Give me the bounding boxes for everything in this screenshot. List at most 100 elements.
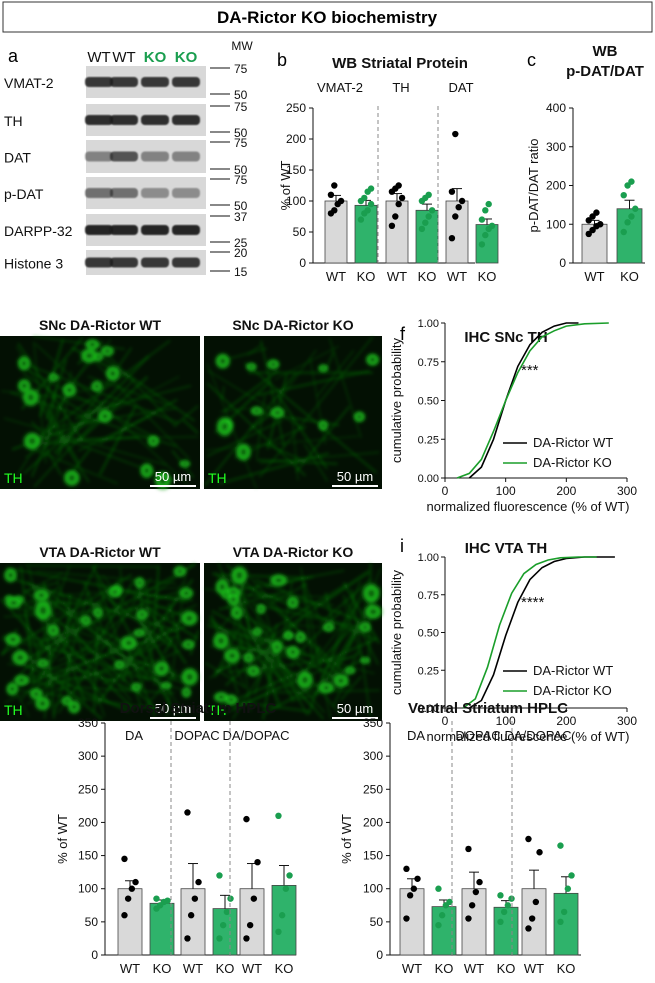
chart-title: WB Striatal Protein <box>332 55 468 72</box>
x-tick-label: WT <box>584 269 604 284</box>
micrograph-cell <box>83 337 102 352</box>
micrograph-fiber <box>87 346 196 422</box>
data-point <box>528 915 536 922</box>
micrograph-cell <box>180 638 197 651</box>
micrograph-fiber <box>260 340 286 448</box>
group-label: VMAT-2 <box>317 80 363 95</box>
wb-lane-label: KO <box>175 49 198 66</box>
micrograph-fiber <box>24 564 159 568</box>
data-point <box>223 908 231 916</box>
micrograph-cell <box>213 351 232 371</box>
data-point <box>485 200 492 208</box>
micrograph-fiber <box>351 589 372 717</box>
scale-bar-label: 50 µm <box>337 469 373 484</box>
chart-c-pdat-dat: WB p-DAT/DAT 0 100 200 300 400 p-DAT/DAT ratio W… <box>526 43 645 284</box>
data-point <box>216 872 223 879</box>
micrograph-cell <box>268 405 287 420</box>
data-point <box>331 207 338 214</box>
chart-i-ihc-vta-th: IHC VTA TH 0.00 0.25 0.50 0.75 1.00 0 100 200 300… <box>389 540 637 744</box>
wb-band <box>141 188 169 198</box>
micrograph-fiber <box>92 627 99 713</box>
micrograph-cell <box>133 575 146 590</box>
wb-band <box>141 257 169 268</box>
x-tick-label: 300 <box>617 714 637 728</box>
micrograph-fiber <box>33 378 135 488</box>
micrograph-cell <box>267 572 290 589</box>
group-label: DOPAC <box>174 728 219 743</box>
y-tick-label: 350 <box>363 716 383 730</box>
y-tick-label: 0.00 <box>418 473 439 485</box>
wb-band <box>85 257 113 268</box>
micrograph-fiber <box>257 369 370 397</box>
micrograph-fiber <box>141 671 148 686</box>
data-point <box>367 200 375 208</box>
data-point <box>632 205 639 212</box>
micrograph-fiber <box>82 563 194 650</box>
micrograph-cells <box>1 335 199 492</box>
micrograph-fiber <box>265 442 304 462</box>
micrograph-fiber <box>81 348 190 460</box>
micrograph-cell <box>129 681 143 693</box>
data-point <box>418 225 426 233</box>
wb-band <box>110 151 138 162</box>
panel-letter-b: b <box>277 50 287 70</box>
group-label: DA <box>125 728 143 743</box>
data-point <box>452 130 459 138</box>
group-label: DA <box>407 728 425 743</box>
micrograph-fiber <box>232 685 282 711</box>
micrograph-cell <box>265 357 282 371</box>
micrograph-fiber <box>30 421 48 440</box>
y-tick-label: 50 <box>370 915 384 929</box>
micrograph-fiber <box>204 662 246 688</box>
micrograph-fiber <box>36 681 136 711</box>
micrograph-cell <box>255 602 268 616</box>
data-point <box>557 918 564 926</box>
data-point <box>278 912 286 919</box>
micrograph-fiber <box>294 609 343 657</box>
y-tick-label: 250 <box>363 782 383 796</box>
y-axis-label: % of WT <box>278 161 293 211</box>
wb-band <box>141 151 169 162</box>
wb-band <box>172 225 200 235</box>
micrograph-fiber <box>342 599 365 666</box>
x-tick-label: KO <box>153 961 172 976</box>
micrograph-fiber <box>12 579 121 694</box>
x-axis-label: normalized fluorescence (% of WT) <box>426 729 629 744</box>
x-tick-label: KO <box>497 961 516 976</box>
micrograph-fiber <box>19 565 36 685</box>
wb-marker-label: 20 <box>234 246 248 260</box>
data-point <box>153 895 160 902</box>
micrograph-fiber <box>77 412 157 452</box>
data-point <box>458 197 466 205</box>
data-point <box>121 912 128 919</box>
micrograph-cell <box>362 602 384 621</box>
micrograph-cell <box>364 352 381 368</box>
micrograph-cell <box>16 377 33 395</box>
scale-bar-label: 50 µm <box>155 701 191 716</box>
panel-letter-f: f <box>400 324 406 344</box>
micrograph-fiber <box>229 347 267 360</box>
data-point <box>195 878 202 886</box>
micrograph-fiber <box>7 663 160 680</box>
chart-j-dorsal-striatum-hplc: Dorsal Striatum HPLC 0 50 100 150 200 250 300 35… <box>55 700 297 976</box>
data-point <box>482 231 489 239</box>
chart-title: WB <box>593 43 618 60</box>
data-point <box>593 209 600 216</box>
data-point <box>438 912 446 919</box>
micrograph-cell <box>316 680 337 695</box>
micrograph-cell <box>131 627 147 639</box>
title-box <box>2 1 653 33</box>
data-point <box>428 207 436 214</box>
data-point <box>361 194 368 202</box>
data-point <box>388 222 396 229</box>
y-tick-label: 0 <box>559 256 566 270</box>
data-point <box>425 213 432 220</box>
micrograph-cell <box>244 361 259 373</box>
y-tick-label: 0.25 <box>418 434 439 446</box>
data-point <box>597 221 604 228</box>
micrograph-fiber <box>76 686 175 694</box>
data-point <box>478 216 486 223</box>
micrograph-cell <box>179 665 201 689</box>
wb-lane-label: KO <box>144 49 167 66</box>
data-point <box>500 908 508 916</box>
